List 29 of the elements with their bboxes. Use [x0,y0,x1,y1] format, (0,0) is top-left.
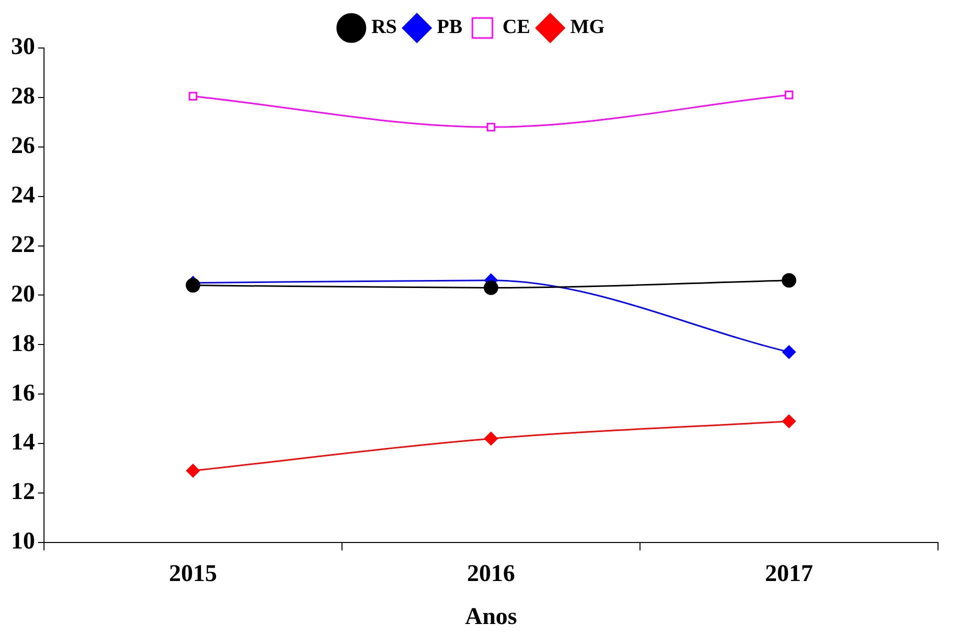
x-tick-label: 2016 [467,561,515,588]
legend-label: MG [570,16,606,38]
point [186,278,200,293]
point [186,464,200,478]
point [484,280,498,296]
x-tick-label: 2017 [765,561,813,588]
legend-label: CE [502,16,530,38]
y-tick-label: 14 [11,430,35,456]
point [486,122,496,132]
y-tick-label: 18 [11,330,35,357]
y-tick-label: 24 [11,182,35,209]
y-tick-label: 22 [11,232,35,258]
legend-label: RS [371,16,397,38]
point [782,273,796,288]
x-axis-title: Anos [464,604,518,630]
y-tick-label: 16 [11,380,35,406]
y-tick-label: 30 [11,34,35,60]
y-tick-label: 28 [11,84,35,110]
legend-label: PB [436,16,462,38]
point [484,432,498,446]
point [188,92,198,100]
point [782,345,796,359]
point [782,414,796,428]
x-tick-label: 2015 [169,561,217,588]
y-tick-label: 26 [11,133,35,160]
y-tick-label: 12 [11,479,35,506]
y-tick-label: 10 [11,528,35,555]
point [784,90,794,100]
y-tick-label: 20 [11,281,35,308]
